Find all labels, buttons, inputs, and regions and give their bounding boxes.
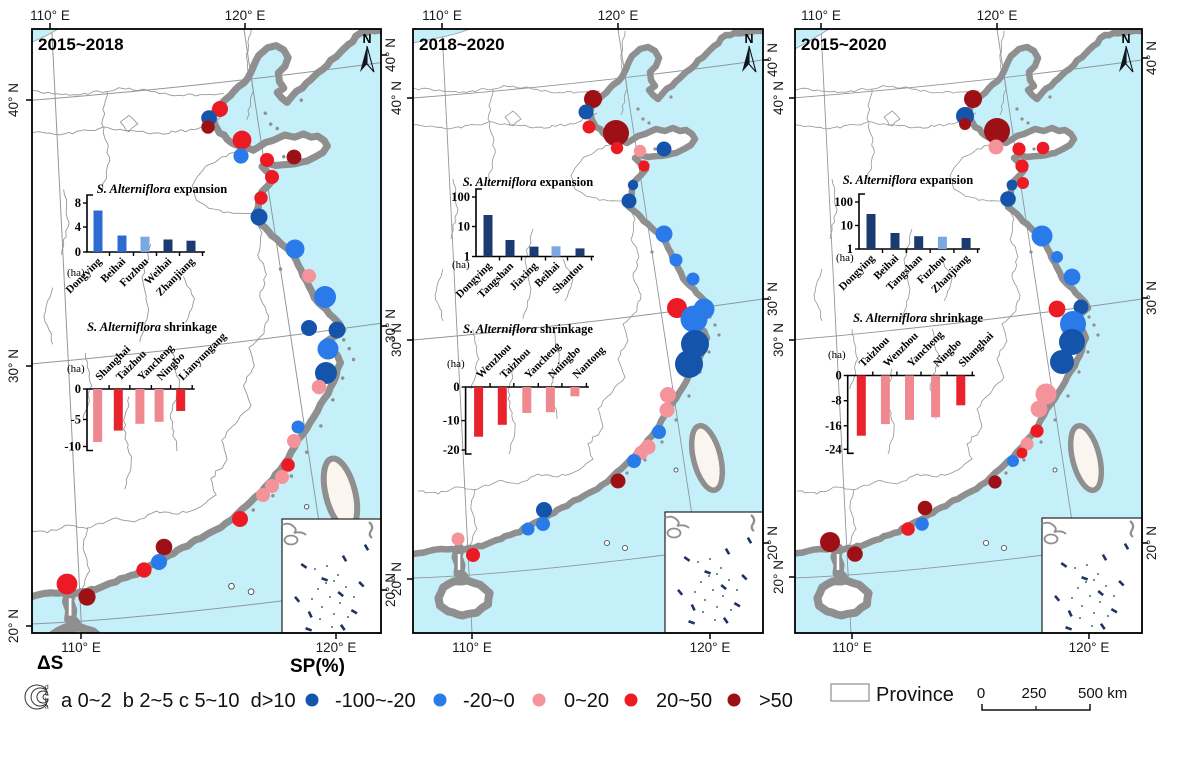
svg-text:0: 0: [453, 380, 459, 394]
svg-text:>50: >50: [759, 690, 793, 712]
svg-text:d: d: [45, 684, 49, 691]
svg-text:-10: -10: [64, 440, 81, 454]
svg-text:a: a: [45, 704, 49, 711]
svg-text:2018~2020: 2018~2020: [419, 35, 505, 54]
svg-text:110° E: 110° E: [30, 8, 70, 23]
svg-text:(ha): (ha): [67, 267, 85, 279]
svg-text:100: 100: [451, 190, 470, 204]
svg-text:120° E: 120° E: [977, 8, 1018, 23]
svg-text:(ha): (ha): [452, 259, 470, 271]
svg-text:(ha): (ha): [828, 349, 846, 361]
svg-text:N: N: [362, 32, 371, 46]
svg-text:40° N: 40° N: [771, 81, 786, 115]
svg-text:ΔS: ΔS: [37, 653, 63, 674]
svg-text:20° N: 20° N: [1144, 526, 1159, 560]
svg-text:30° N: 30° N: [1144, 281, 1159, 315]
svg-text:120° E: 120° E: [316, 640, 357, 655]
svg-text:110° E: 110° E: [452, 640, 492, 655]
svg-text:SP(%): SP(%): [290, 656, 345, 677]
svg-text:1: 1: [464, 250, 470, 264]
svg-text:S. Alterniflora shrinkage: S. Alterniflora shrinkage: [853, 311, 983, 325]
svg-text:40° N: 40° N: [1144, 41, 1159, 75]
svg-text:100: 100: [834, 195, 853, 209]
svg-text:20° N: 20° N: [6, 609, 21, 643]
svg-text:8: 8: [75, 196, 81, 210]
svg-text:-24: -24: [825, 442, 842, 456]
svg-text:110° E: 110° E: [801, 8, 841, 23]
svg-text:2015~2018: 2015~2018: [38, 35, 124, 54]
svg-text:120° E: 120° E: [1069, 640, 1110, 655]
svg-text:-10: -10: [443, 414, 460, 428]
svg-text:-20: -20: [443, 443, 460, 457]
svg-text:0: 0: [75, 382, 81, 396]
svg-text:S. Alterniflora expansion: S. Alterniflora expansion: [97, 182, 228, 196]
svg-text:120° E: 120° E: [690, 640, 731, 655]
svg-text:120° E: 120° E: [225, 8, 266, 23]
svg-text:a 0~2 b 2~5 c 5~10 d>10: a 0~2 b 2~5 c 5~10 d>10: [61, 690, 296, 712]
svg-text:Province: Province: [876, 684, 954, 706]
svg-text:2015~2020: 2015~2020: [801, 35, 887, 54]
svg-text:-100~-20: -100~-20: [335, 690, 416, 712]
svg-text:110° E: 110° E: [422, 8, 462, 23]
svg-text:S. Alterniflora expansion: S. Alterniflora expansion: [463, 175, 594, 189]
svg-text:10: 10: [841, 219, 854, 233]
svg-text:b: b: [45, 697, 49, 704]
svg-text:40° N: 40° N: [6, 83, 21, 117]
svg-text:S. Alterniflora shrinkage: S. Alterniflora shrinkage: [87, 320, 217, 334]
svg-text:-5: -5: [71, 413, 81, 427]
svg-text:110° E: 110° E: [61, 640, 101, 655]
svg-text:S. Alterniflora shrinkage: S. Alterniflora shrinkage: [463, 322, 593, 336]
svg-text:40° N: 40° N: [389, 81, 404, 115]
svg-text:40° N: 40° N: [383, 38, 398, 72]
svg-text:20~50: 20~50: [656, 690, 712, 712]
svg-text:-20~0: -20~0: [463, 690, 515, 712]
svg-text:500 km: 500 km: [1078, 685, 1127, 702]
svg-text:0: 0: [977, 685, 985, 702]
svg-text:110° E: 110° E: [832, 640, 872, 655]
svg-text:-16: -16: [825, 419, 842, 433]
svg-text:20° N: 20° N: [771, 560, 786, 594]
svg-text:30° N: 30° N: [383, 309, 398, 343]
svg-text:1: 1: [847, 242, 853, 256]
svg-text:30° N: 30° N: [6, 349, 21, 383]
svg-text:(ha): (ha): [67, 363, 85, 375]
svg-text:4: 4: [75, 220, 82, 234]
svg-text:30° N: 30° N: [771, 323, 786, 357]
svg-text:0~20: 0~20: [564, 690, 609, 712]
svg-text:0: 0: [835, 369, 841, 383]
svg-text:20° N: 20° N: [383, 573, 398, 607]
svg-text:0: 0: [75, 245, 81, 259]
svg-text:20° N: 20° N: [765, 526, 780, 560]
svg-text:40° N: 40° N: [765, 43, 780, 77]
svg-text:S. Alterniflora expansion: S. Alterniflora expansion: [843, 173, 974, 187]
svg-text:(ha): (ha): [836, 252, 854, 264]
svg-text:250: 250: [1021, 685, 1046, 702]
svg-text:20° N: 20° N: [389, 562, 404, 596]
svg-text:120° E: 120° E: [598, 8, 639, 23]
svg-text:N: N: [1121, 32, 1130, 46]
svg-text:N: N: [744, 32, 753, 46]
svg-text:10: 10: [458, 220, 471, 234]
svg-text:(ha): (ha): [447, 358, 465, 370]
svg-text:30° N: 30° N: [389, 323, 404, 357]
svg-text:c: c: [45, 691, 49, 698]
svg-text:30° N: 30° N: [765, 282, 780, 316]
svg-text:-8: -8: [831, 394, 841, 408]
